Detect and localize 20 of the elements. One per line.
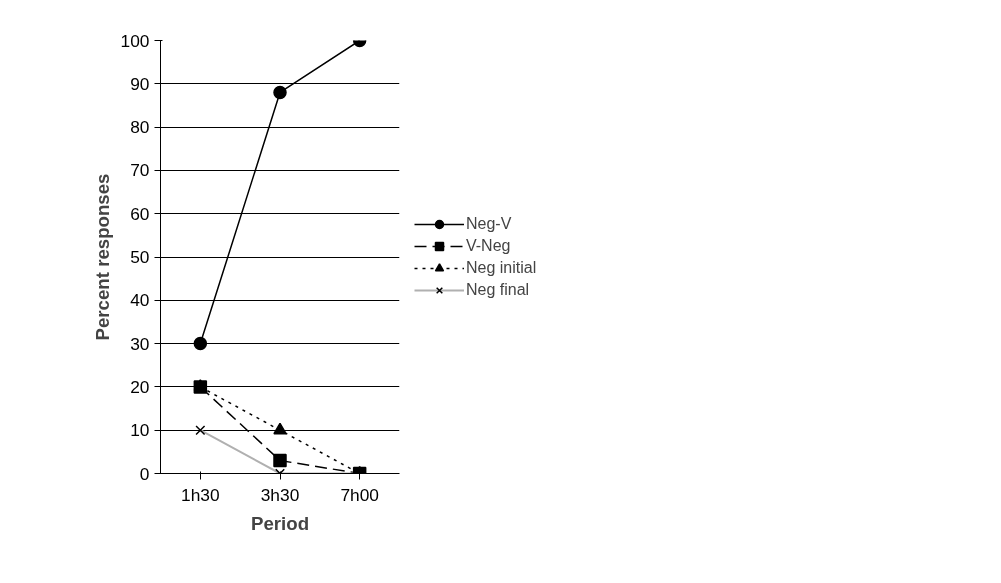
y-tick-label: 30 [130,333,150,354]
legend-label: Neg final [466,280,530,299]
y-tick-label: 10 [130,420,150,441]
x-tick-label: 3h30 [260,484,300,505]
legend-label: Neg initial [466,258,537,277]
y-tick-label: 0 [139,463,150,484]
y-tick-label: 60 [130,203,150,224]
y-tick-label: 80 [130,117,150,138]
y-tick-label: 20 [130,376,150,397]
x-tick-label: 1h30 [181,484,220,505]
y-tick-label: 70 [130,160,150,181]
y-tick-label: 40 [130,290,150,311]
legend-label: V-Neg [466,236,511,255]
x-axis-title: Period [250,512,310,534]
y-tick-label: 90 [130,73,150,94]
y-axis-title: Percent responses [91,173,113,341]
y-tick-label: 50 [130,247,150,267]
y-tick-label: 100 [120,30,150,51]
legend-label: Neg-V [466,214,512,233]
x-tick-label: 7h00 [340,484,379,505]
